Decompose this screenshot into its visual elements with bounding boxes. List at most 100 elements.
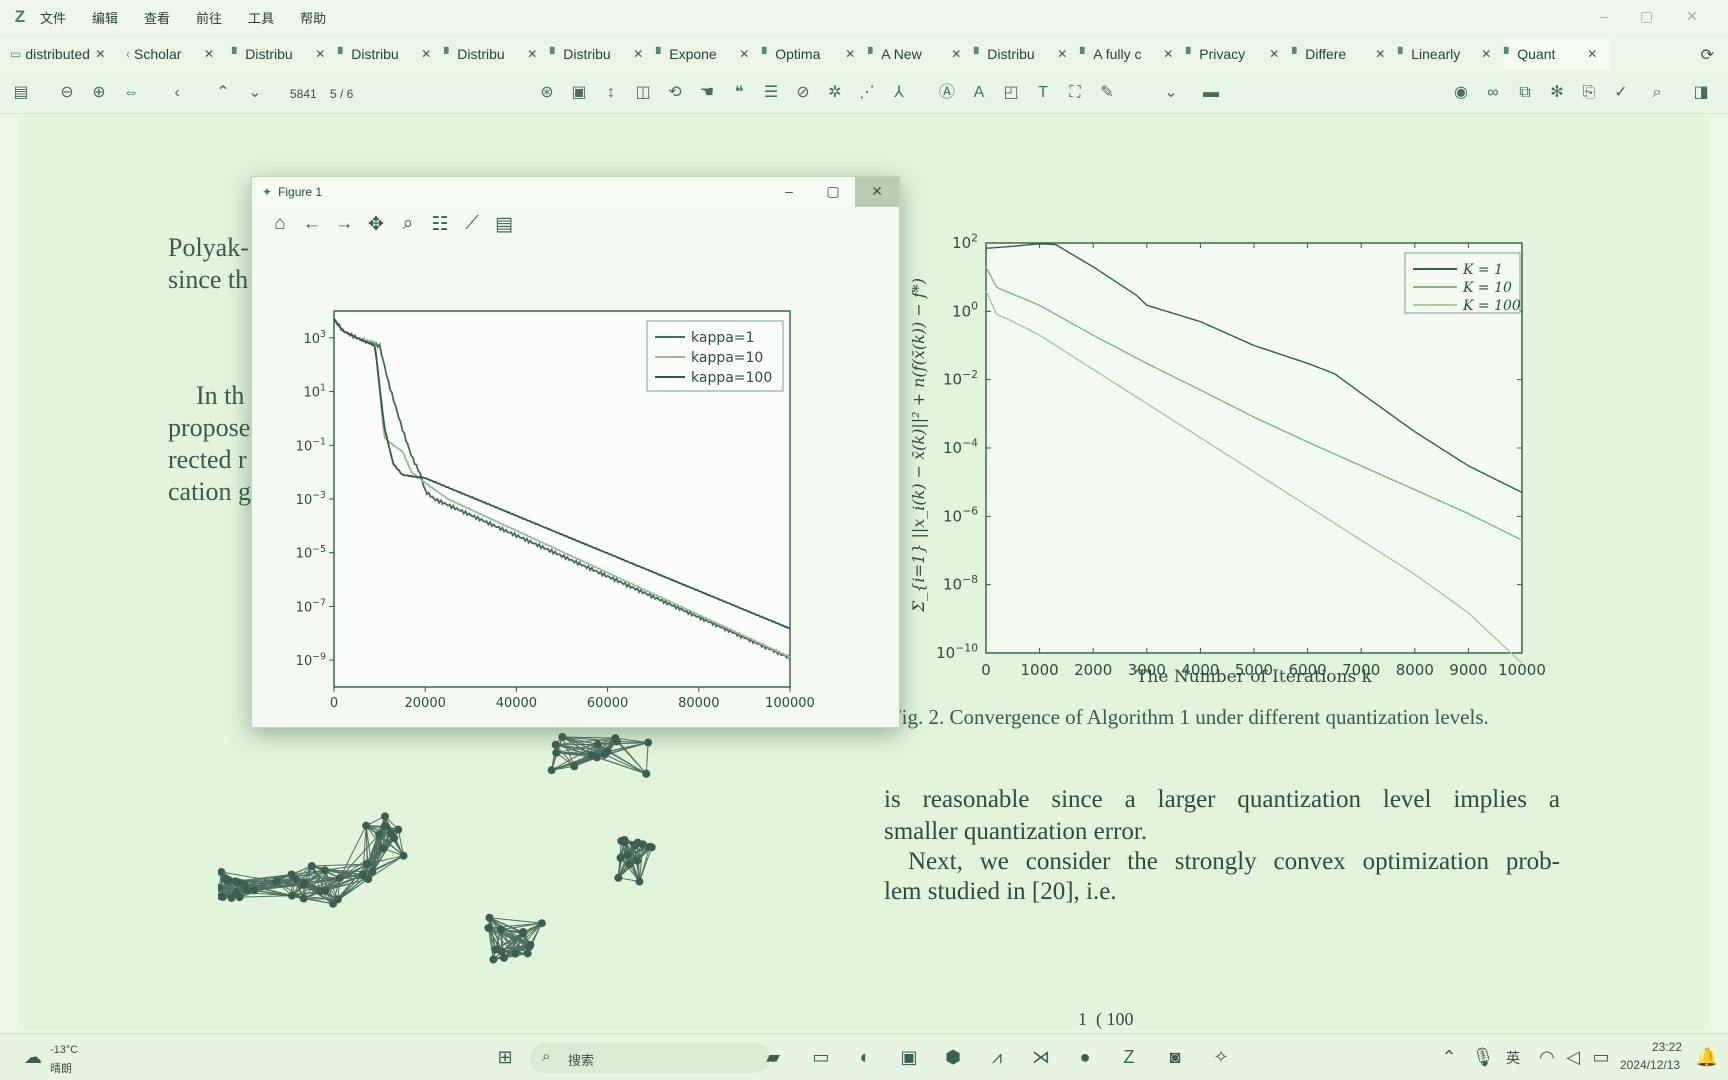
draw-icon[interactable]: ✎ — [1100, 84, 1114, 101]
hand-tool-icon[interactable]: ☚ — [699, 84, 715, 101]
menu-help[interactable]: 帮助 — [300, 10, 327, 26]
close-tab-icon[interactable]: ✕ — [845, 47, 856, 61]
file-explorer-icon[interactable]: ▭ — [812, 1047, 830, 1067]
save-icon[interactable]: ▤ — [495, 213, 513, 235]
tab-2[interactable]: ▘ Distribu ✕ — [232, 38, 338, 70]
close-tab-icon[interactable]: ✕ — [1269, 47, 1280, 61]
close-tab-icon[interactable]: ✕ — [315, 47, 326, 61]
close-tab-icon[interactable]: ✕ — [95, 47, 106, 61]
tab-10[interactable]: ▘ A fully c ✕ — [1080, 38, 1186, 70]
close-tab-icon[interactable]: ✕ — [527, 47, 538, 61]
text-box-icon[interactable]: Ⓐ — [938, 84, 955, 101]
close-tab-icon[interactable]: ✕ — [204, 47, 215, 61]
document-icon[interactable]: ▣ — [571, 84, 587, 101]
translate-doc-icon[interactable]: ⧉ — [1519, 84, 1531, 101]
refresh-icon[interactable]: ⟳ — [1700, 47, 1714, 64]
app-circle-icon[interactable]: ● — [1079, 1047, 1091, 1067]
close-tab-icon[interactable]: ✕ — [951, 47, 962, 61]
tab-9[interactable]: ▘ Distribu ✕ — [974, 38, 1080, 70]
tab-13[interactable]: ▘ Linearly ✕ — [1398, 38, 1504, 70]
maximize-app-button[interactable]: ▢ — [1640, 8, 1654, 24]
menu-go[interactable]: 前往 — [196, 10, 223, 26]
right-pane-icon[interactable]: ◨ — [1693, 84, 1709, 101]
search-icon[interactable]: ⌕ — [1652, 84, 1662, 101]
clock-date[interactable]: 2024/12/13 — [1620, 1058, 1681, 1072]
menu-view[interactable]: 查看 — [144, 10, 171, 26]
close-tab-icon[interactable]: ✕ — [739, 47, 750, 61]
app-cube-icon[interactable]: ⬢ — [945, 1047, 961, 1067]
menu-edit[interactable]: 编辑 — [92, 10, 119, 26]
app-box-icon[interactable]: ◙ — [1169, 1047, 1181, 1067]
tab-14[interactable]: ▘ Quant ✕ — [1504, 38, 1610, 70]
matlab-icon[interactable]: ⩘ — [991, 1047, 1003, 1067]
zoom-out-icon[interactable]: ⊖ — [60, 84, 74, 101]
tab-5[interactable]: ▘ Distribu ✕ — [550, 38, 656, 70]
close-tab-icon[interactable]: ✕ — [1481, 47, 1492, 61]
tab-7[interactable]: ▘ Optima ✕ — [762, 38, 868, 70]
quote-icon[interactable]: ❝ — [734, 84, 744, 101]
settings-gear-icon[interactable]: ✻ — [1550, 84, 1564, 101]
tab-0[interactable]: ▭ distributed ✕ — [10, 38, 126, 70]
zoom-in-icon[interactable]: ⊕ — [92, 84, 106, 101]
fit-page-icon[interactable]: ⇔ — [123, 84, 139, 101]
battery-icon[interactable]: ▭ — [1592, 1047, 1610, 1067]
wifi-icon[interactable]: ◠ — [1539, 1047, 1555, 1067]
fit-height-icon[interactable]: ↕ — [607, 84, 615, 101]
tab-12[interactable]: ▘ Differe ✕ — [1292, 38, 1398, 70]
translate-icon[interactable]: ⊛ — [540, 84, 554, 101]
home-icon[interactable]: ⌂ — [274, 213, 286, 234]
menu-tools[interactable]: 工具 — [248, 10, 275, 26]
pan-icon[interactable]: ✥ — [368, 213, 384, 235]
link-icon[interactable]: ⊘ — [796, 84, 810, 101]
close-tab-icon[interactable]: ✕ — [1375, 47, 1386, 61]
back-nav-icon[interactable]: ‹ — [174, 84, 180, 101]
minimize-app-button[interactable]: – — [1600, 8, 1608, 24]
figure-window[interactable]: ✦ Figure 1 – ▢ ✕ ⌂ ← → ✥ ⌕ ☷ ⟋ ▤ 0 20000 4… — [251, 176, 900, 728]
store-icon[interactable]: ▣ — [900, 1047, 918, 1067]
forward-icon[interactable]: → — [334, 213, 354, 234]
text-tool-icon[interactable]: T — [1038, 84, 1048, 101]
branch-icon[interactable]: ⅄ — [894, 84, 904, 101]
figure-close-button[interactable]: ✕ — [855, 177, 899, 207]
menu-file[interactable]: 文件 — [40, 10, 67, 26]
graph-icon[interactable]: ⋰ — [859, 84, 875, 101]
glasses-icon[interactable]: ∞ — [1487, 84, 1499, 101]
select-area-icon[interactable]: ⛶ — [1069, 84, 1081, 101]
vscode-icon[interactable]: ⋊ — [1032, 1047, 1050, 1067]
close-tab-icon[interactable]: ✕ — [1163, 47, 1174, 61]
configure-icon[interactable]: ☷ — [431, 213, 449, 235]
check-icon[interactable]: ✓ — [1614, 84, 1628, 101]
start-icon[interactable]: ⊞ — [497, 1047, 513, 1067]
tab-4[interactable]: ▘ Distribu ✕ — [444, 38, 550, 70]
tab-6[interactable]: ▘ Expone ✕ — [656, 38, 762, 70]
tab-1[interactable]: ‹ Scholar ✕ — [126, 38, 232, 70]
ime-indicator[interactable]: 英 — [1506, 1050, 1520, 1066]
zoom-icon[interactable]: ⌕ — [402, 213, 414, 234]
folder-dropdown-icon[interactable]: ▬ — [1203, 84, 1219, 101]
tab-3[interactable]: ▘ Distribu ✕ — [338, 38, 444, 70]
previous-page-icon[interactable]: ⌃ — [216, 84, 230, 101]
notification-icon[interactable]: 🔔 — [1695, 1047, 1719, 1067]
figure-minimize-button[interactable]: – — [785, 183, 793, 199]
close-tab-icon[interactable]: ✕ — [1057, 47, 1068, 61]
weather-icon[interactable]: ☁ — [24, 1047, 42, 1067]
edge-icon[interactable]: ◐ — [859, 1047, 871, 1067]
files-icon[interactable]: ▰ — [766, 1047, 780, 1067]
python-figure-icon[interactable]: ✧ — [1213, 1047, 1229, 1067]
tab-11[interactable]: ▘ Privacy ✕ — [1186, 38, 1292, 70]
back-icon[interactable]: ← — [302, 213, 322, 234]
network-icon[interactable]: ✲ — [828, 84, 842, 101]
list-icon[interactable]: ☰ — [763, 84, 779, 101]
page-number-input[interactable]: 5841 — [290, 87, 317, 101]
eye-icon[interactable]: ◉ — [1454, 84, 1468, 101]
close-tab-icon[interactable]: ✕ — [633, 47, 644, 61]
volume-icon[interactable]: ◁ — [1566, 1047, 1580, 1067]
figure-maximize-button[interactable]: ▢ — [826, 183, 840, 199]
sidebar-toggle-icon[interactable]: ▤ — [13, 84, 29, 101]
zotero-icon[interactable]: Z — [1123, 1047, 1135, 1067]
tray-chevron-icon[interactable]: ⌃ — [1441, 1047, 1457, 1067]
close-tab-icon[interactable]: ✕ — [421, 47, 432, 61]
export-icon[interactable]: ⎘ — [1582, 84, 1596, 101]
close-app-button[interactable]: ✕ — [1686, 8, 1698, 24]
text-color-icon[interactable]: A — [973, 84, 985, 101]
